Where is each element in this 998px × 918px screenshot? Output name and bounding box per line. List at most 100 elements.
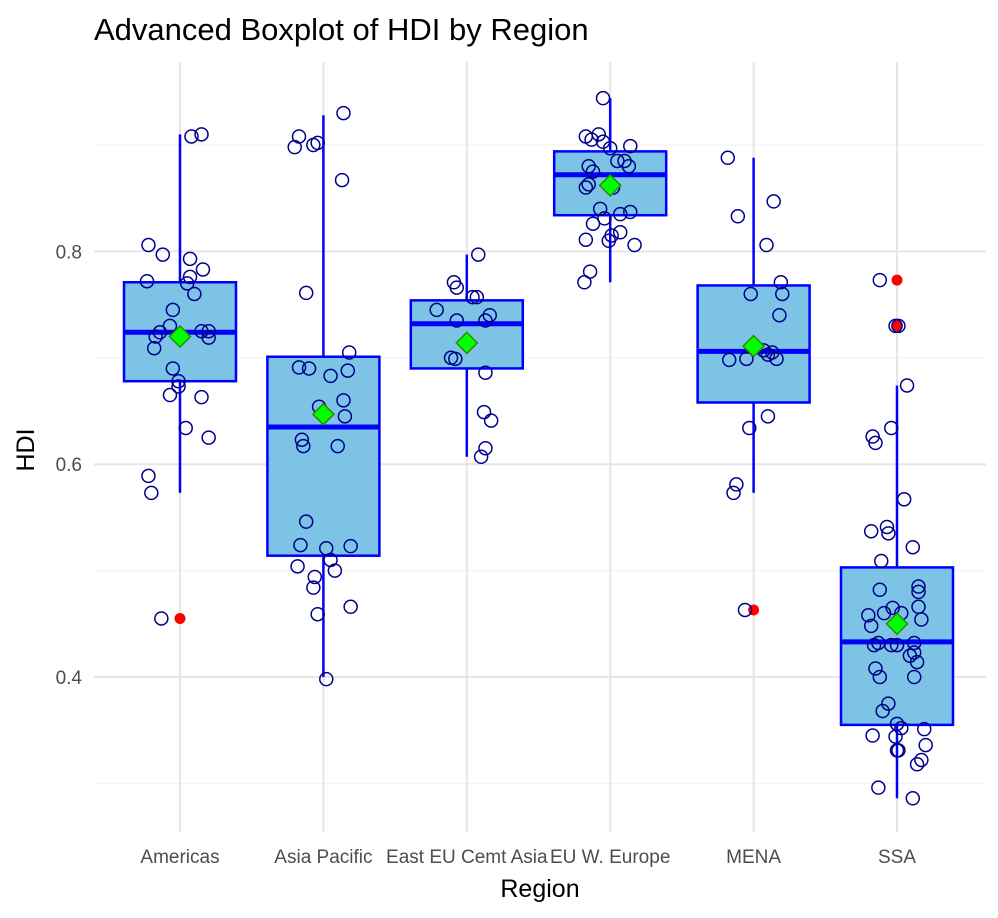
jitter-point — [478, 365, 493, 380]
jitter-point — [187, 286, 202, 302]
jitter-point — [330, 438, 345, 454]
x-axis-ticks: Americas Asia Pacific East EU Cemt Asia EU … — [140, 847, 916, 868]
jitter-point — [899, 378, 915, 393]
y-axis-title: HDI — [12, 428, 40, 471]
jitter-point — [334, 172, 350, 188]
jitter-point — [287, 139, 302, 155]
jitter-point — [866, 637, 882, 653]
jitter-points — [139, 90, 933, 806]
jitter-point — [623, 138, 638, 154]
jitter-point — [595, 90, 611, 106]
jitter-point — [742, 420, 757, 436]
jitter-point — [290, 559, 305, 574]
jitter-point — [914, 752, 929, 768]
jitter-point — [612, 224, 628, 240]
y-tick-label: 0.6 — [56, 455, 82, 476]
jitter-point — [291, 360, 307, 375]
jitter-point — [341, 345, 357, 360]
jitter-point — [179, 276, 195, 291]
jitter-point — [884, 637, 899, 653]
jitter-point — [584, 132, 599, 147]
jitter-point — [337, 409, 353, 424]
jitter-point — [194, 127, 209, 142]
jitter-point — [621, 159, 637, 174]
jitter-point — [881, 526, 896, 541]
jitter-point — [301, 361, 317, 376]
jitter-point — [909, 756, 925, 772]
mean-markers — [168, 173, 909, 636]
jitter-point — [623, 204, 638, 220]
jitter-point — [296, 438, 311, 454]
jitter-point — [865, 728, 880, 743]
chart-title: Advanced Boxplot of HDI by Region — [94, 12, 589, 47]
jitter-point — [478, 313, 493, 328]
y-tick-label: 0.4 — [56, 668, 83, 689]
jitter-point — [141, 468, 156, 484]
jitter-point — [483, 413, 499, 428]
jitter-point — [743, 286, 758, 302]
jitter-point — [146, 340, 162, 356]
jitter-point — [592, 201, 608, 217]
jitter-point — [336, 393, 351, 408]
jitter-point — [298, 285, 314, 301]
jitter-point — [298, 514, 314, 529]
jitter-point — [340, 363, 356, 378]
jitter-point — [896, 492, 912, 507]
mean-marker — [168, 324, 192, 349]
jitter-point — [597, 211, 612, 226]
jitter-point — [162, 318, 178, 334]
jitter-point — [902, 648, 918, 663]
jitter-point — [591, 127, 606, 142]
jitter-point — [918, 737, 933, 753]
jitter-point — [602, 140, 618, 156]
jitter-point — [891, 743, 906, 758]
mean-marker — [742, 334, 766, 358]
jitter-point — [294, 432, 310, 447]
jitter-point — [872, 582, 888, 598]
jitter-point — [201, 323, 216, 339]
jitter-point — [448, 351, 463, 367]
jitter-point — [144, 485, 159, 501]
jitter-point — [872, 272, 888, 288]
jitter-point — [759, 237, 774, 253]
jitter-point — [871, 780, 886, 795]
jitter-point — [473, 449, 489, 465]
jitter-point — [775, 286, 790, 302]
jitter-point — [610, 153, 625, 169]
jitter-point — [201, 330, 216, 345]
jitter-point — [905, 539, 921, 555]
mean-marker — [598, 173, 622, 197]
jitter-point — [293, 537, 308, 553]
jitter-point — [310, 135, 325, 151]
jitter-point — [336, 105, 351, 121]
jitter-point — [182, 269, 198, 285]
y-tick-label: 0.8 — [56, 242, 82, 263]
jitter-point — [152, 325, 168, 340]
outlier-point — [174, 612, 186, 624]
jitter-point — [906, 635, 922, 651]
jitter-point — [476, 404, 492, 420]
jitter-point — [872, 669, 888, 685]
jitter-point — [162, 387, 178, 403]
y-axis-ticks: 0.4 0.6 0.8 — [56, 242, 83, 689]
jitter-point — [627, 237, 642, 253]
jitter-point — [148, 329, 163, 344]
jitter-point — [916, 721, 932, 737]
jitter-point — [327, 563, 343, 578]
jitter-point — [739, 351, 754, 367]
jitter-point — [165, 361, 181, 376]
jitter-point — [165, 302, 181, 318]
jitter-point — [310, 606, 325, 622]
jitter-point — [585, 216, 601, 231]
jitter-point — [469, 289, 485, 305]
jitter-point — [184, 129, 199, 144]
jitter-point — [604, 228, 619, 243]
jitter-point — [465, 289, 480, 305]
jitter-point — [885, 600, 900, 616]
x-tick-label: Asia Pacific — [274, 847, 372, 868]
mean-marker — [885, 612, 909, 636]
jitter-point — [578, 232, 594, 247]
jitter-point — [194, 389, 209, 405]
jitter-point — [319, 671, 334, 687]
